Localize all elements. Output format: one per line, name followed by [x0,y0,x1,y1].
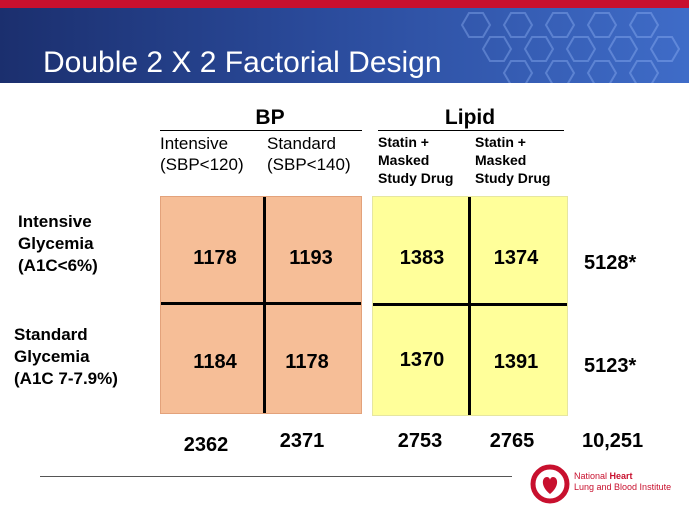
row-total-standard: 5123* [584,355,637,377]
hexagon-pattern [460,12,681,83]
slide-title: Double 2 X 2 Factorial Design [43,46,442,79]
lipid-col-1-line2: Masked [378,152,430,168]
bp-grid-horizontal-divider [161,302,361,305]
lipid-cell-2-2: 1391 [493,351,539,373]
lipid-grid-horizontal-divider [373,303,567,306]
bp-grid-vertical-divider [263,197,266,413]
top-red-strip [0,0,689,8]
bp-col-standard-line2: (SBP<140) [267,155,351,174]
lipid-cell-2-1: 1370 [399,349,445,371]
row-standard-line2: Glycemia [14,347,90,366]
bp-group-label: BP [255,106,285,129]
lipid-group-label: Lipid [444,106,496,129]
bp-col-intensive-line2: (SBP<120) [160,155,244,174]
bp-group-rule [160,130,362,131]
row-standard-line3: (A1C 7-7.9%) [14,369,118,388]
logo-text-heart: Heart [609,471,633,481]
lipid-col-1: Statin + Masked Study Drug [378,133,453,187]
bp-col-intensive: Intensive (SBP<120) [160,133,244,175]
footer-rule [40,476,512,477]
lipid-col-1-line3: Study Drug [378,170,454,186]
row-intensive-glycemia: Intensive Glycemia (A1C<6%) [18,211,98,277]
lipid-total-1: 2753 [397,430,443,452]
row-standard-glycemia: Standard Glycemia (A1C 7-7.9%) [14,324,118,390]
logo-text-line2: Lung and Blood Institute [574,482,672,492]
row-intensive-line3: (A1C<6%) [18,256,98,275]
row-standard-line1: Standard [14,325,88,344]
lipid-cell-1-2: 1374 [493,247,539,269]
heart-logo-icon [530,464,570,504]
row-total-intensive: 5128* [584,252,637,274]
lipid-group-rule [378,130,564,131]
bp-cell-intensive-intensive: 1178 [193,247,237,269]
row-intensive-line2: Glycemia [18,234,94,253]
lipid-col-2-line2: Masked [475,152,527,168]
bp-col-standard-line1: Standard [267,134,336,153]
bp-cell-standard-intensive: 1184 [193,351,237,373]
lipid-total-2: 2765 [489,430,535,452]
logo-text-national: National [574,471,608,481]
bp-grid: 1178 1193 1184 1178 [160,196,362,414]
lipid-col-2: Statin + Masked Study Drug [475,133,550,187]
bp-col-intensive-line1: Intensive [160,134,229,153]
lipid-grid-vertical-divider [468,197,471,415]
lipid-col-2-line3: Study Drug [475,170,551,186]
lipid-col-1-line1: Statin + [378,134,429,150]
bp-cell-intensive-standard: 1193 [289,247,333,269]
nhlbi-logo-text: National Heart Lung and Blood Institute [574,471,671,493]
lipid-grid: 1383 1374 1370 1391 [372,196,568,416]
bp-total-intensive: 2362 [183,434,229,456]
slide-header: Double 2 X 2 Factorial Design [0,8,689,83]
bp-col-standard: Standard (SBP<140) [267,133,351,175]
lipid-col-2-line1: Statin + [475,134,526,150]
bp-total-standard: 2371 [279,430,325,452]
bp-cell-standard-standard: 1178 [285,351,329,373]
grand-total: 10,251 [582,430,644,452]
lipid-cell-1-1: 1383 [399,247,445,269]
row-intensive-line1: Intensive [18,212,92,231]
